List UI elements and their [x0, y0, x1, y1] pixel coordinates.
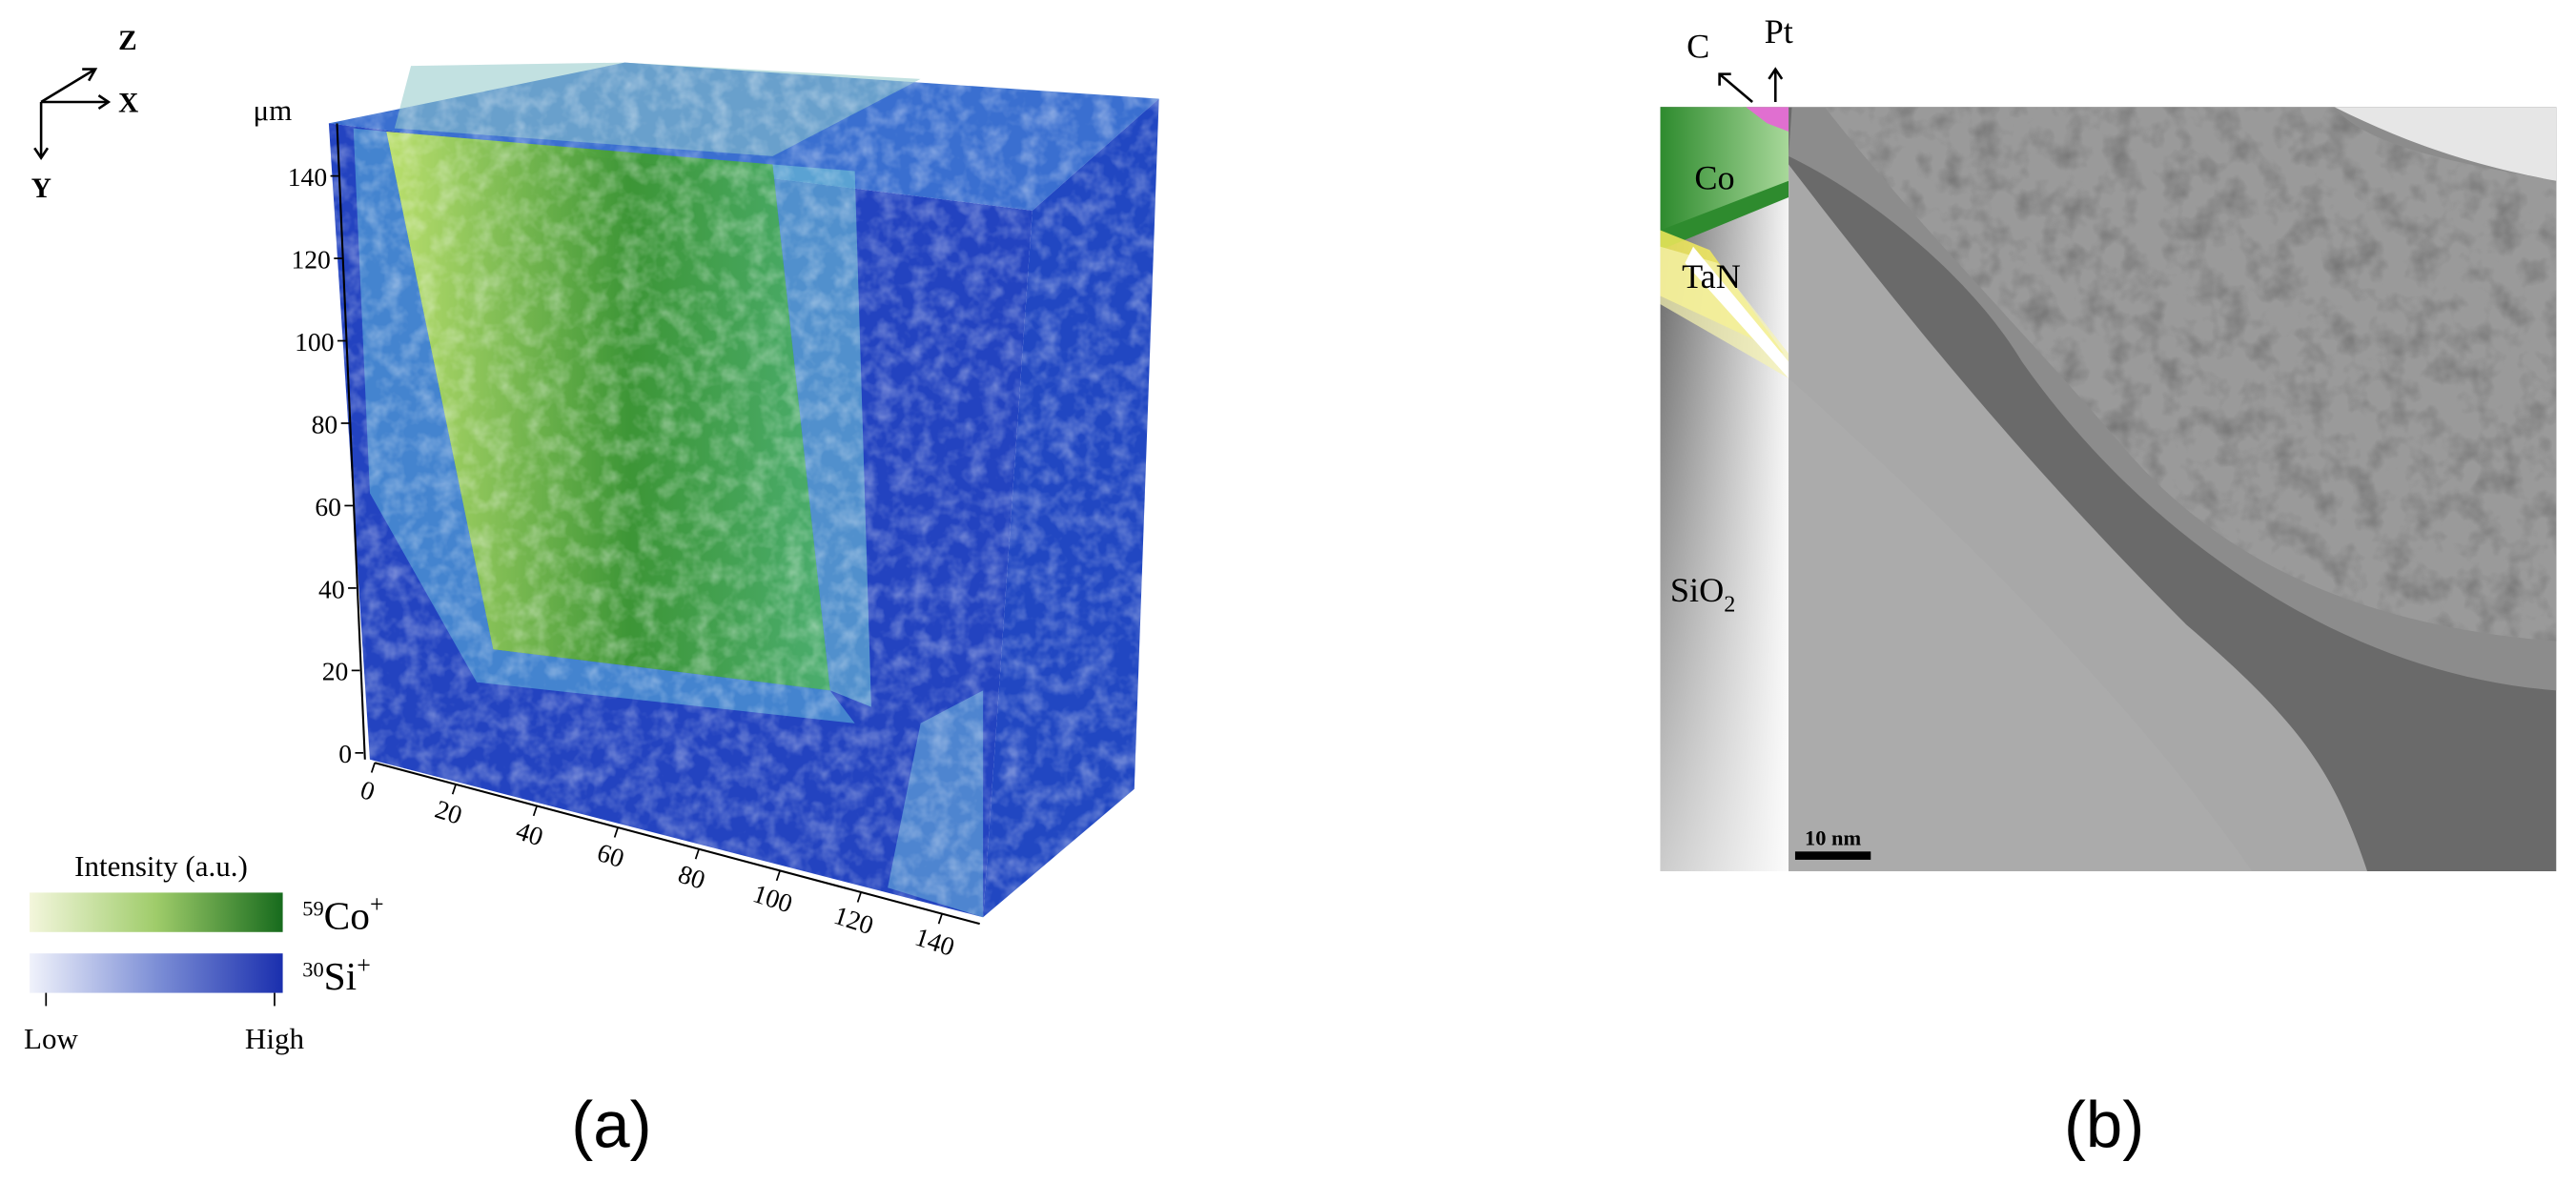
- x-tick-label: 140: [911, 922, 958, 962]
- sio2-layer-label: SiO2: [1670, 571, 1735, 617]
- x-tick-label: 60: [594, 837, 628, 873]
- x-tick: [937, 913, 943, 925]
- y-tick-label: 20: [322, 657, 349, 686]
- y-tick-label: 80: [312, 409, 338, 438]
- panel-label: (a): [571, 1089, 651, 1162]
- y-axis: [336, 123, 366, 760]
- x-tick-label: 120: [830, 900, 877, 940]
- tan-layer-label: TaN: [1682, 257, 1741, 296]
- x-tick-label: 20: [432, 794, 466, 830]
- y-tick-label: 140: [288, 162, 327, 192]
- scale-bar-label: 10 nm: [1805, 825, 1861, 849]
- x-tick-label: 100: [749, 878, 796, 918]
- tem-image: [1789, 107, 2557, 871]
- axes-icon: [33, 68, 112, 160]
- axis-icon-label: X: [118, 88, 138, 118]
- layer-schematic: [1660, 107, 1789, 871]
- y-tick-label: 0: [338, 739, 352, 768]
- legend-low: Low: [24, 1022, 78, 1055]
- si-colorbar: [30, 953, 283, 993]
- legend-title: Intensity (a.u.): [74, 849, 248, 883]
- x-tick-label: 80: [675, 859, 709, 895]
- cube-axes: [336, 123, 980, 926]
- axis-icon-label: Z: [118, 26, 137, 56]
- panel-label: (b): [2064, 1089, 2144, 1162]
- x-tick-label: 0: [357, 774, 378, 806]
- cube: [328, 62, 1159, 918]
- axis-icon-label: Y: [31, 173, 51, 204]
- y-tick-label: 60: [315, 492, 341, 521]
- arrows: [1718, 67, 1784, 104]
- co-colorbar: [30, 892, 283, 932]
- x-tick: [775, 870, 781, 882]
- x-tick: [532, 805, 538, 817]
- x-tick: [694, 848, 700, 860]
- co-layer-label: Co: [1694, 158, 1734, 196]
- legend-high: High: [245, 1022, 305, 1055]
- y-tick-label: 120: [291, 244, 330, 274]
- pt-label: Pt: [1765, 12, 1793, 51]
- unit-label: μm: [254, 93, 293, 127]
- si-label: 30Si+: [302, 951, 371, 998]
- x-tick: [451, 784, 457, 795]
- c-label: C: [1687, 27, 1709, 65]
- x-tick: [370, 762, 376, 773]
- co-label: 59Co+: [302, 890, 383, 937]
- x-tick: [856, 891, 862, 903]
- x-axis: [374, 762, 980, 926]
- y-tick-label: 100: [295, 327, 334, 357]
- x-tick-label: 40: [513, 815, 547, 851]
- y-tick-label: 40: [318, 574, 345, 603]
- x-tick: [613, 826, 619, 838]
